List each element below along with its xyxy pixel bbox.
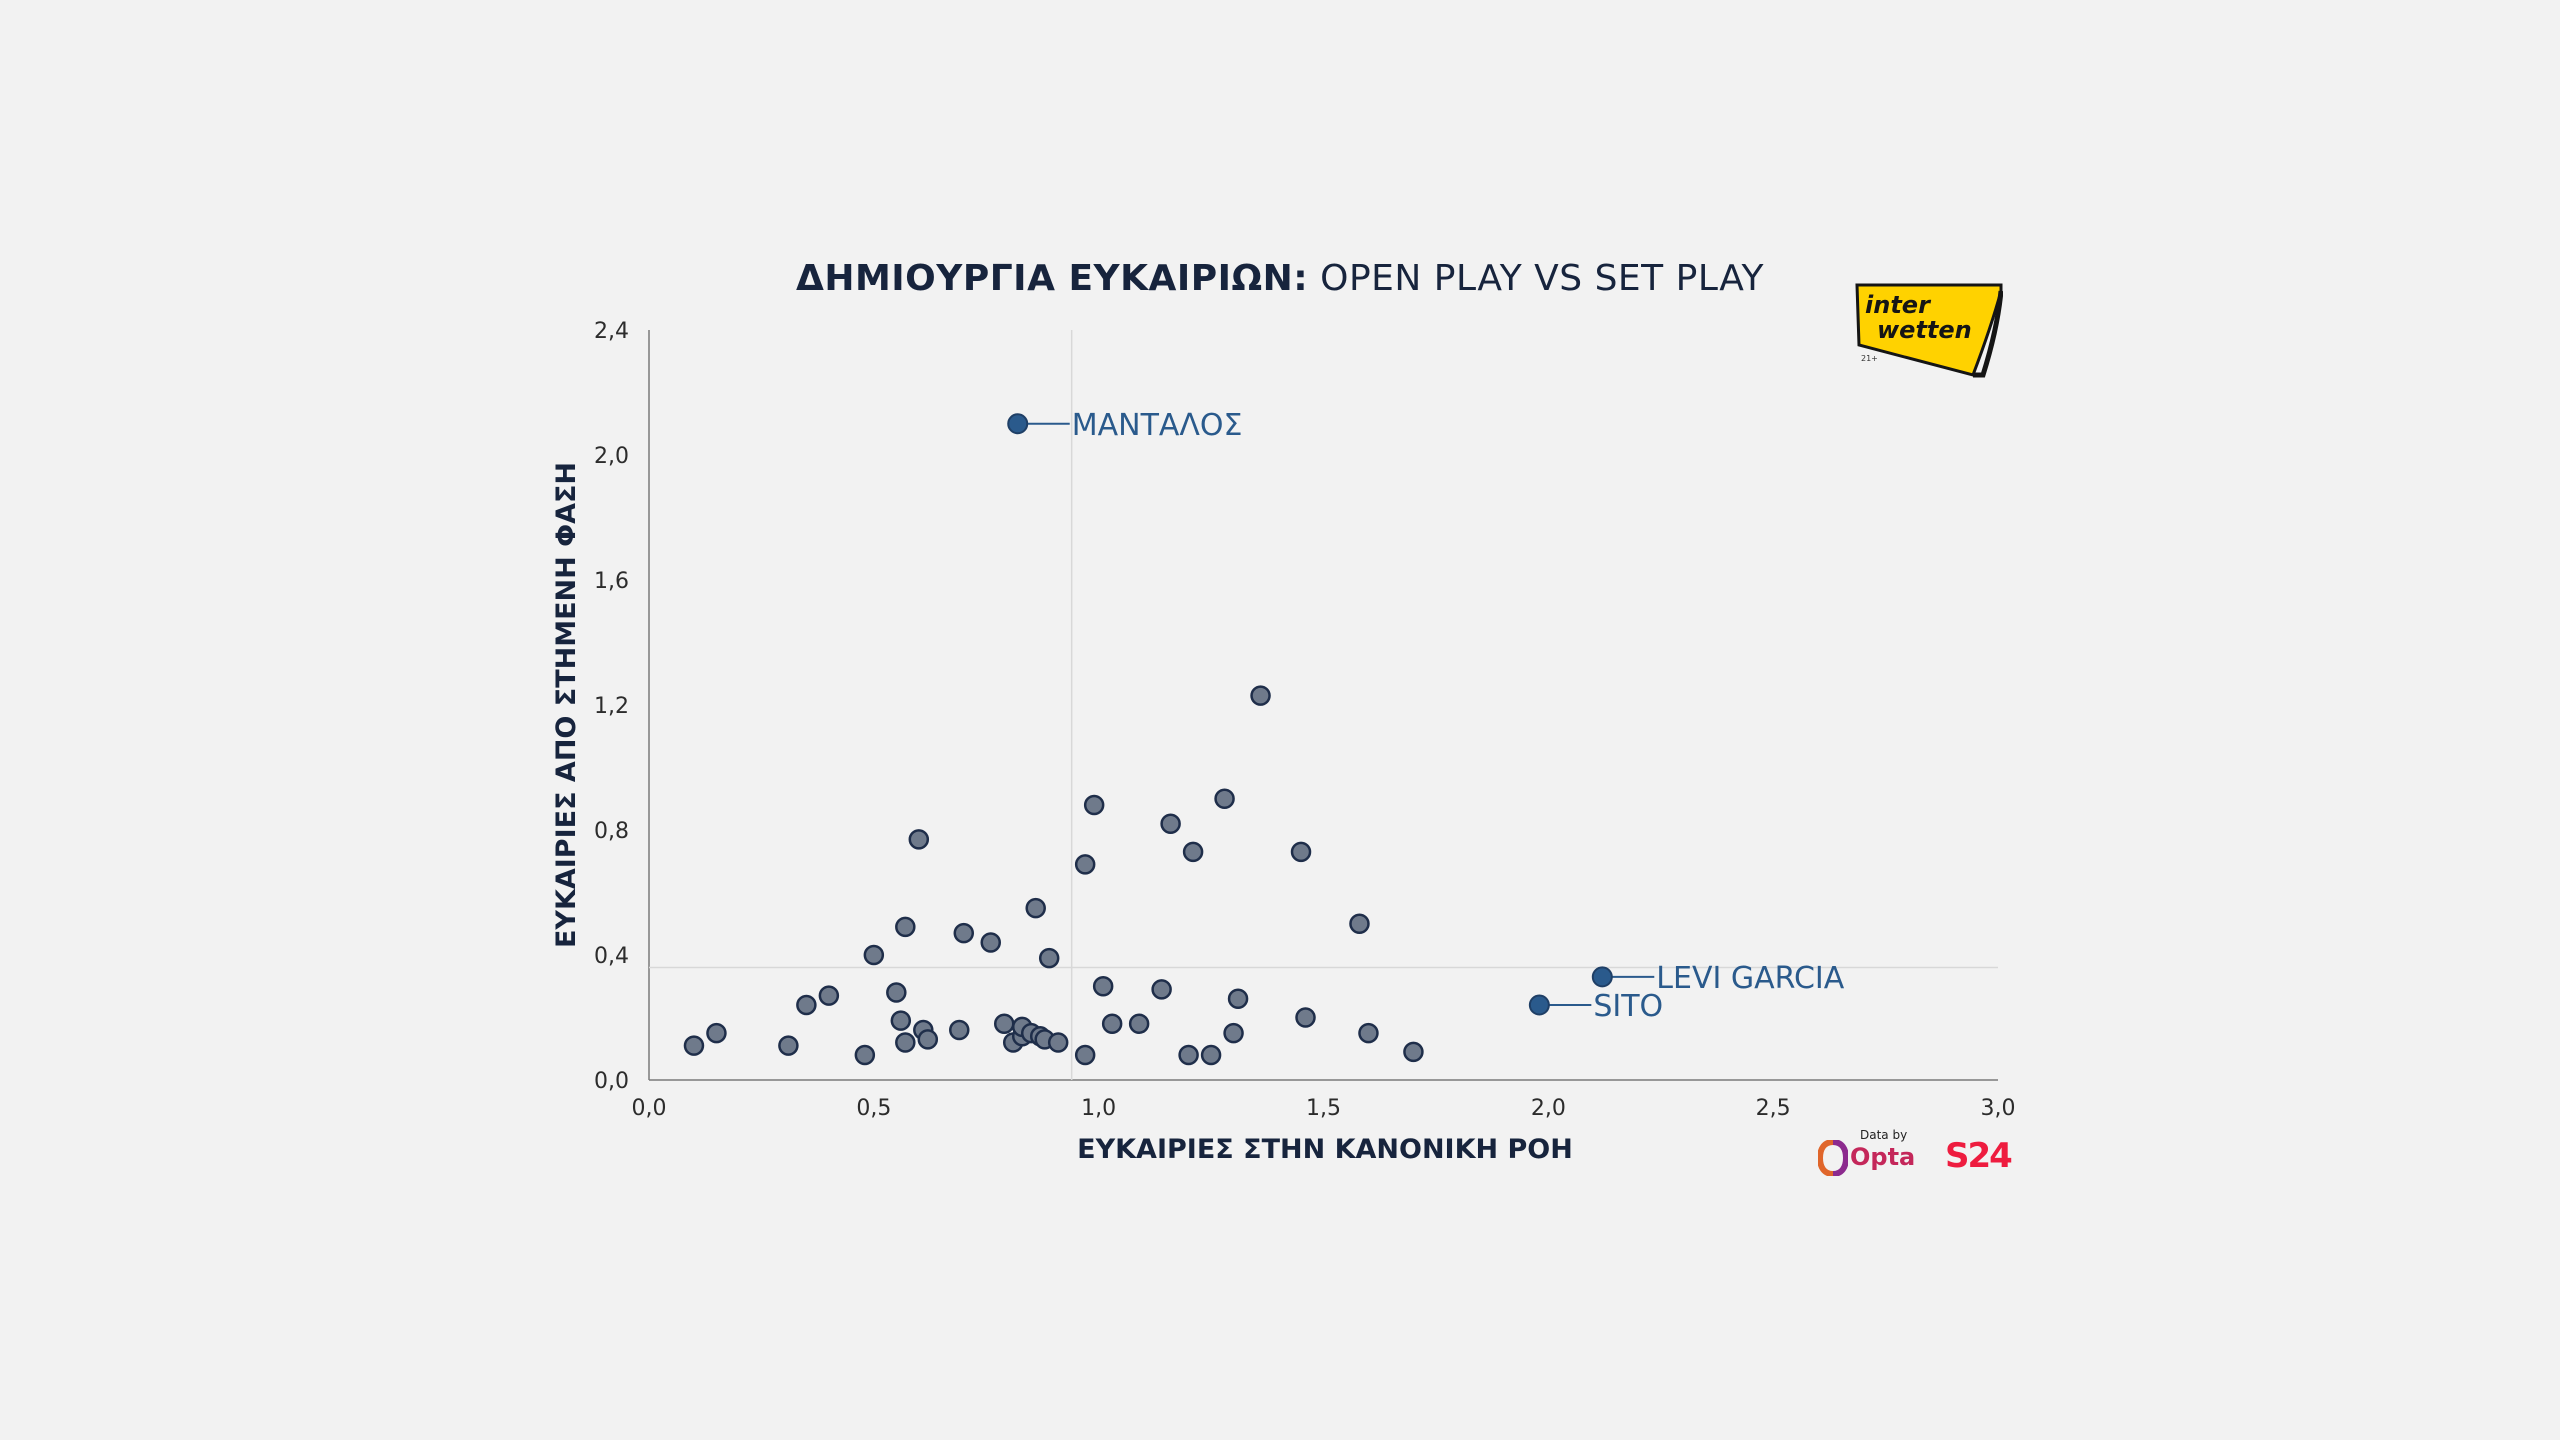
scatter-point: [1178, 1044, 1199, 1066]
scatter-point: [1074, 1044, 1096, 1066]
s24-logo: S24: [1945, 1136, 2013, 1176]
scatter-point: [1047, 1032, 1069, 1053]
opta-logo-text: Opta: [1850, 1143, 1916, 1171]
highlighted-point-label: ΜΑΝΤΑΛΟΣ: [1072, 408, 1243, 443]
opta-icon: [1818, 1140, 1848, 1176]
scatter-point: [818, 985, 840, 1006]
reference-lines: [649, 330, 1998, 1080]
scatter-point: [1160, 813, 1181, 834]
data-points: [683, 685, 1424, 1066]
y-tick-label: 2,0: [594, 444, 629, 469]
x-tick-labels: 0,0 0,5 1,0 1,5 2,0 2,5 3,0: [632, 1096, 2016, 1121]
scatter-point: [1227, 988, 1249, 1009]
highlighted-point-label: SITO: [1593, 989, 1663, 1024]
highlighted-point-label: LEVI GARCIA: [1656, 961, 1844, 996]
x-axis-label: ΕΥΚΑΙΡΙΕΣ ΣΤΗΝ ΚΑΝΟΝΙΚΗ ΡΟΗ: [1077, 1134, 1573, 1165]
x-tick-label: 3,0: [1981, 1096, 2016, 1121]
chart-axes: [648, 330, 1998, 1081]
scatter-point: [1358, 1022, 1379, 1044]
scatter-point: [1151, 979, 1172, 1000]
scatter-point: [890, 1010, 912, 1031]
x-tick-label: 0,0: [632, 1096, 667, 1121]
interwetten-logo: inter wetten 21+: [1855, 283, 2003, 378]
y-tick-label: 0,8: [594, 819, 629, 844]
scatter-point: [886, 982, 907, 1003]
scatter-point: [1101, 1013, 1123, 1034]
chart-title-normal: OPEN PLAY VS SET PLAY: [1320, 258, 1765, 299]
scatter-point: [1200, 1044, 1222, 1066]
scatter-point: [1074, 854, 1096, 875]
highlighted-point: [1591, 966, 1613, 988]
scatter-point: [706, 1022, 727, 1044]
chart-title-bold: ΔΗΜΙΟΥΡΓΙΑ ΕΥΚΑΙΡΙΩΝ:: [795, 258, 1309, 299]
y-tick-label: 1,6: [594, 569, 629, 594]
scatter-point: [1214, 788, 1235, 809]
data-by-label: Data by: [1860, 1128, 1908, 1142]
y-axis-label: ΕΥΚΑΙΡΙΕΣ ΑΠΟ ΣΤΗΜΕΝΗ ΦΑΣΗ: [551, 462, 582, 948]
x-tick-label: 2,5: [1756, 1096, 1791, 1121]
logo-age: 21+: [1861, 354, 1878, 363]
scatter-point: [949, 1019, 970, 1041]
x-tick-label: 0,5: [856, 1096, 891, 1121]
logo-line1: inter: [1865, 291, 1932, 319]
scatter-point: [1295, 1007, 1316, 1028]
scatter-point: [1092, 976, 1114, 997]
scatter-point: [1182, 841, 1204, 863]
scatter-point: [993, 1013, 1015, 1034]
scatter-point: [953, 922, 975, 944]
scatter-point: [683, 1035, 705, 1056]
scatter-point: [1128, 1013, 1150, 1034]
scatter-point: [1349, 913, 1370, 934]
highlighted-point: [1528, 994, 1550, 1016]
scatter-point: [863, 944, 885, 966]
x-tick-label: 1,5: [1306, 1096, 1341, 1121]
scatter-point: [917, 1029, 939, 1050]
scatter-point: [980, 932, 1001, 953]
y-tick-label: 0,4: [594, 944, 629, 969]
scatter-point: [1025, 897, 1046, 919]
y-tick-label: 1,2: [594, 694, 629, 719]
scatter-point: [854, 1044, 876, 1066]
y-tick-label: 2,4: [594, 319, 629, 344]
scatter-point: [796, 994, 817, 1016]
scatter-point: [778, 1035, 799, 1056]
chart-title: ΔΗΜΙΟΥΡΓΙΑ ΕΥΚΑΙΡΙΩΝ: OPEN PLAY VS SET P…: [0, 258, 2560, 299]
scatter-point: [1223, 1022, 1244, 1044]
scatter-point: [1403, 1041, 1424, 1063]
y-tick-label: 0,0: [594, 1069, 629, 1094]
logo-line2: wetten: [1877, 316, 1972, 344]
x-tick-label: 2,0: [1531, 1096, 1566, 1121]
scatter-point: [1290, 841, 1312, 863]
scatter-point: [1038, 947, 1060, 969]
scatter-point: [895, 916, 916, 938]
scatter-point: [1250, 685, 1271, 706]
scatter-point: [895, 1032, 916, 1053]
scatter-point: [908, 829, 930, 850]
x-tick-label: 1,0: [1081, 1096, 1116, 1121]
highlighted-point: [1007, 413, 1029, 435]
y-tick-labels: 0,0 0,4 0,8 1,2 1,6 2,0 2,4: [594, 319, 629, 1094]
scatter-point: [1083, 794, 1105, 816]
